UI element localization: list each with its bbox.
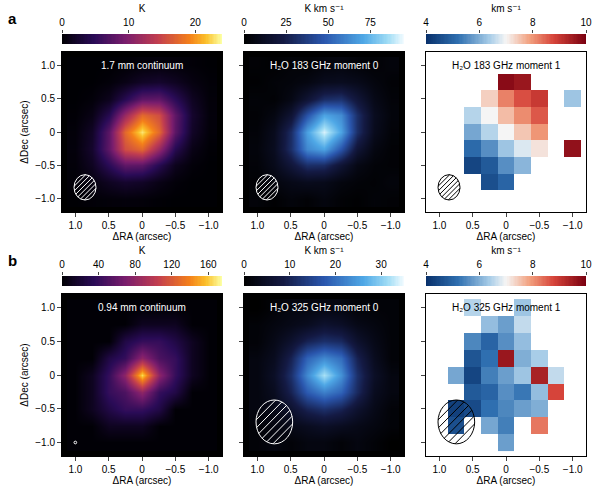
svg-text:−1.0: −1.0 (563, 464, 583, 475)
svg-text:1.0: 1.0 (250, 220, 264, 231)
svg-text:1.0: 1.0 (432, 220, 446, 231)
svg-text:20: 20 (190, 17, 202, 28)
svg-text:40: 40 (93, 259, 105, 270)
svg-text:10: 10 (284, 259, 296, 270)
svg-text:0.5: 0.5 (284, 464, 298, 475)
svg-text:H₂O 325 GHz moment 1: H₂O 325 GHz moment 1 (452, 302, 561, 313)
svg-text:0: 0 (139, 464, 145, 475)
svg-text:0: 0 (59, 17, 65, 28)
svg-text:1.0: 1.0 (250, 464, 264, 475)
svg-text:0.5: 0.5 (41, 336, 55, 347)
svg-text:120: 120 (163, 259, 180, 270)
svg-text:H₂O 183 GHz moment 1: H₂O 183 GHz moment 1 (452, 60, 561, 71)
svg-text:50: 50 (323, 17, 335, 28)
svg-text:−1.0: −1.0 (381, 464, 401, 475)
svg-text:km s⁻¹: km s⁻¹ (491, 245, 521, 256)
svg-text:20: 20 (330, 259, 342, 270)
svg-text:H₂O 325 GHz moment 0: H₂O 325 GHz moment 0 (270, 302, 379, 313)
svg-text:8: 8 (530, 17, 536, 28)
svg-text:0: 0 (49, 127, 55, 138)
svg-text:0.5: 0.5 (102, 220, 116, 231)
svg-text:6: 6 (477, 259, 483, 270)
svg-text:1.0: 1.0 (41, 60, 55, 71)
svg-text:a: a (8, 10, 17, 27)
svg-text:0: 0 (503, 220, 509, 231)
svg-text:0: 0 (321, 464, 327, 475)
svg-text:0: 0 (59, 259, 65, 270)
svg-text:75: 75 (365, 17, 377, 28)
svg-text:1.0: 1.0 (68, 220, 82, 231)
svg-text:−0.5: −0.5 (165, 464, 185, 475)
svg-text:0.5: 0.5 (284, 220, 298, 231)
svg-text:−0.5: −0.5 (35, 160, 55, 171)
svg-text:H₂O 183 GHz moment 0: H₂O 183 GHz moment 0 (270, 60, 379, 71)
svg-text:−0.5: −0.5 (35, 403, 55, 414)
svg-text:ΔRA (arcsec): ΔRA (arcsec) (477, 231, 536, 242)
svg-text:−1.0: −1.0 (199, 464, 219, 475)
svg-text:0.94 mm continuum: 0.94 mm continuum (98, 302, 186, 313)
svg-text:0.5: 0.5 (466, 464, 480, 475)
svg-text:K km s⁻¹: K km s⁻¹ (304, 245, 344, 256)
svg-text:ΔRA (arcsec): ΔRA (arcsec) (477, 475, 536, 486)
svg-text:−1.0: −1.0 (35, 437, 55, 448)
svg-text:km s⁻¹: km s⁻¹ (491, 3, 521, 14)
svg-text:4: 4 (423, 259, 429, 270)
svg-text:1.0: 1.0 (41, 302, 55, 313)
svg-text:ΔRA (arcsec): ΔRA (arcsec) (295, 475, 354, 486)
svg-text:ΔRA (arcsec): ΔRA (arcsec) (295, 231, 354, 242)
svg-text:−0.5: −0.5 (165, 220, 185, 231)
svg-text:0: 0 (49, 370, 55, 381)
svg-text:0.5: 0.5 (102, 464, 116, 475)
svg-text:0.5: 0.5 (466, 220, 480, 231)
svg-text:0: 0 (241, 259, 247, 270)
svg-text:10: 10 (580, 259, 592, 270)
svg-text:K: K (139, 245, 146, 256)
svg-text:−1.0: −1.0 (381, 220, 401, 231)
svg-text:6: 6 (477, 17, 483, 28)
svg-text:25: 25 (281, 17, 293, 28)
svg-text:0: 0 (503, 464, 509, 475)
svg-text:30: 30 (376, 259, 388, 270)
svg-text:0.5: 0.5 (41, 93, 55, 104)
svg-text:−0.5: −0.5 (347, 464, 367, 475)
svg-text:ΔRA (arcsec): ΔRA (arcsec) (113, 231, 172, 242)
svg-text:−1.0: −1.0 (35, 193, 55, 204)
svg-text:4: 4 (423, 17, 429, 28)
svg-text:−0.5: −0.5 (347, 220, 367, 231)
svg-text:−0.5: −0.5 (529, 220, 549, 231)
svg-text:−0.5: −0.5 (529, 464, 549, 475)
svg-text:−1.0: −1.0 (563, 220, 583, 231)
svg-text:80: 80 (130, 259, 142, 270)
svg-text:1.7 mm continuum: 1.7 mm continuum (101, 60, 183, 71)
svg-text:1.0: 1.0 (432, 464, 446, 475)
svg-text:ΔDec (arcsec): ΔDec (arcsec) (19, 100, 30, 163)
svg-text:K: K (139, 3, 146, 14)
svg-text:0: 0 (139, 220, 145, 231)
svg-text:K km s⁻¹: K km s⁻¹ (304, 3, 344, 14)
svg-text:8: 8 (530, 259, 536, 270)
svg-text:0: 0 (241, 17, 247, 28)
svg-text:−1.0: −1.0 (199, 220, 219, 231)
svg-text:160: 160 (200, 259, 217, 270)
svg-text:10: 10 (123, 17, 135, 28)
svg-text:ΔDec (arcsec): ΔDec (arcsec) (19, 343, 30, 406)
svg-text:10: 10 (580, 17, 592, 28)
svg-text:1.0: 1.0 (68, 464, 82, 475)
svg-text:ΔRA (arcsec): ΔRA (arcsec) (113, 475, 172, 486)
svg-text:0: 0 (321, 220, 327, 231)
svg-text:b: b (8, 252, 17, 269)
